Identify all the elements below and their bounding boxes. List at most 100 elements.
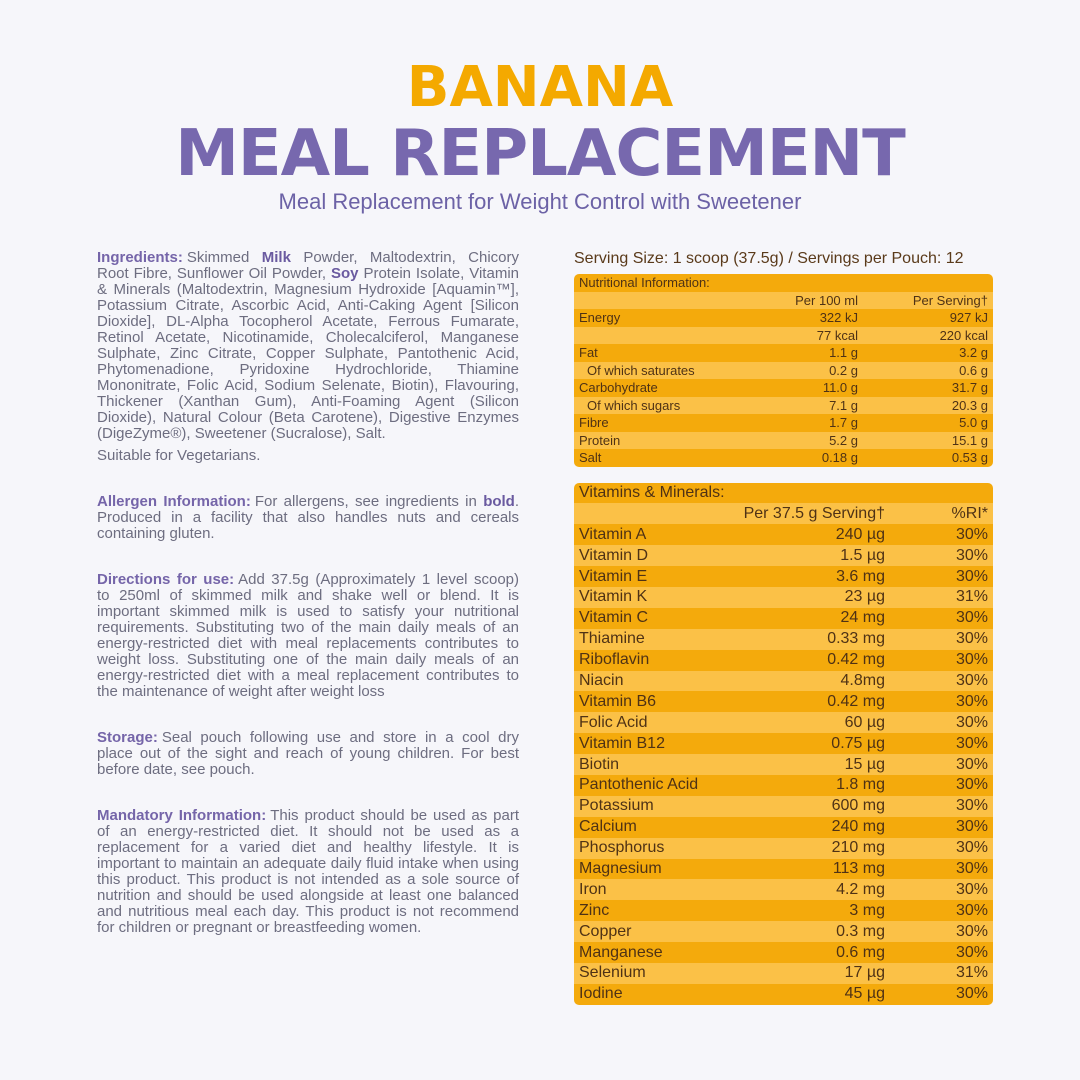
- table-row: Carbohydrate 11.0 g 31.7 g: [574, 379, 993, 397]
- cell: 20.3 g: [951, 397, 988, 413]
- cell: 3.2 g: [959, 345, 988, 361]
- table-row: Selenium 17 µg 31%: [574, 962, 993, 984]
- section-label: Directions for use:: [97, 571, 235, 588]
- cell: 30%: [955, 713, 988, 731]
- cell: 24 mg: [840, 609, 885, 627]
- cell: 30%: [955, 901, 988, 919]
- row-label: Vitamin B12: [579, 734, 665, 752]
- cell: 4.2 mg: [836, 880, 885, 898]
- section-label: Mandatory Information:: [97, 807, 267, 824]
- row-label: Niacin: [579, 671, 624, 689]
- row-label: Pantothenic Acid: [579, 776, 699, 794]
- row-label: Calcium: [579, 818, 637, 836]
- cell: 4.8mg: [840, 671, 885, 689]
- table-row: 77 kcal 220 kcal: [574, 326, 993, 344]
- section-text: Storage: Seal pouch following use and sto…: [97, 730, 519, 778]
- table-row: Vitamin E 3.6 mg 30%: [574, 566, 993, 587]
- cell: 0.6 g: [959, 362, 988, 378]
- nutrition-column: Serving Size: 1 scoop (37.5g) / Servings…: [574, 248, 993, 1005]
- cell: 3 mg: [849, 901, 885, 919]
- cell: 30%: [955, 818, 988, 836]
- cell: 17 µg: [844, 964, 885, 982]
- section: Storage: Seal pouch following use and sto…: [97, 730, 519, 778]
- section-label: Ingredients:: [97, 249, 183, 266]
- row-label: Vitamin B6: [579, 692, 657, 710]
- cell: 31%: [955, 588, 988, 606]
- row-label: Folic Acid: [579, 713, 648, 731]
- cell: 0.53 g: [951, 450, 988, 466]
- cell: 0.2 g: [829, 362, 858, 378]
- cell: 1.1 g: [829, 345, 858, 361]
- text: For allergens, see ingredients in: [254, 493, 484, 510]
- cell: 23 µg: [844, 588, 885, 606]
- row-label: Vitamin C: [579, 609, 649, 627]
- row-label: Iodine: [579, 985, 623, 1003]
- cell: 31.7 g: [951, 380, 988, 396]
- row-label: Fat: [579, 345, 598, 361]
- cell: 240 mg: [831, 818, 885, 836]
- table-row: Protein 5.2 g 15.1 g: [574, 431, 993, 449]
- section: Mandatory Information: This product shoul…: [97, 808, 519, 936]
- row-label: Copper: [579, 922, 632, 940]
- cell: 30%: [955, 609, 988, 627]
- column-header: Per 100 ml: [795, 292, 858, 308]
- cell: 60 µg: [844, 713, 885, 731]
- text: Seal pouch following use and store in a …: [97, 729, 519, 778]
- cell: 30%: [955, 546, 988, 564]
- table-row: Manganese 0.6 mg 30%: [574, 942, 993, 963]
- section: Directions for use: Add 37.5g (Approximat…: [97, 572, 519, 700]
- vitamins-table: Vitamins & Minerals: Per 37.5 g Serving†%…: [574, 482, 993, 1005]
- row-label: Riboflavin: [579, 651, 650, 669]
- cell: 927 kJ: [949, 310, 988, 326]
- table-row: Niacin 4.8mg 30%: [574, 670, 993, 692]
- cell: 30%: [955, 943, 988, 961]
- column-header: %RI*: [951, 504, 988, 522]
- bold-text: Soy: [331, 265, 359, 282]
- section: Ingredients: Skimmed Milk Powder, Maltode…: [97, 250, 519, 464]
- table-row: Zinc 3 mg 30%: [574, 900, 993, 922]
- cell: 220 kcal: [939, 327, 988, 343]
- row-label: Protein: [579, 432, 621, 448]
- cell: 3.6 mg: [836, 567, 885, 585]
- table-row: Energy 322 kJ 927 kJ: [574, 309, 993, 327]
- table-row: Fat 1.1 g 3.2 g: [574, 344, 993, 362]
- cell: 7.1 g: [829, 397, 858, 413]
- table-title: Nutritional Information:: [579, 275, 710, 291]
- cell: 0.6 mg: [836, 943, 885, 961]
- table-header-row: Per 37.5 g Serving† %RI*: [574, 503, 993, 525]
- text: Add 37.5g (Approximately 1 level scoop) …: [97, 571, 519, 700]
- note: Suitable for Vegetarians.: [97, 447, 261, 464]
- table-row: Calcium 240 mg 30%: [574, 816, 993, 838]
- row-label: Fibre: [579, 415, 609, 431]
- info-column: Ingredients: Skimmed Milk Powder, Maltode…: [97, 250, 519, 966]
- cell: 30%: [955, 859, 988, 877]
- table-title-row: Nutritional Information:: [574, 274, 993, 292]
- row-label: Of which saturates: [587, 362, 695, 378]
- table-row: Vitamin C 24 mg 30%: [574, 607, 993, 629]
- cell: 30%: [955, 839, 988, 857]
- table-row: Of which saturates 0.2 g 0.6 g: [574, 361, 993, 379]
- cell: 1.8 mg: [836, 776, 885, 794]
- cell: 30%: [955, 692, 988, 710]
- row-label: Phosphorus: [579, 839, 665, 857]
- cell: 31%: [955, 964, 988, 982]
- cell: 30%: [955, 630, 988, 648]
- table-row: Pantothenic Acid 1.8 mg 30%: [574, 774, 993, 796]
- section-label: Allergen Information:: [97, 493, 251, 510]
- nutrition-table: Nutritional Information: Per 100 ml Per Se…: [574, 274, 993, 467]
- cell: 5.2 g: [829, 432, 858, 448]
- table-row: Riboflavin 0.42 mg 30%: [574, 649, 993, 671]
- table-row: Copper 0.3 mg 30%: [574, 921, 993, 943]
- table-row: Salt 0.18 g 0.53 g: [574, 449, 993, 467]
- cell: 15.1 g: [951, 432, 988, 448]
- row-label: Of which sugars: [587, 397, 681, 413]
- row-label: Iron: [579, 880, 607, 898]
- table-row: Magnesium 113 mg 30%: [574, 858, 993, 880]
- cell: 210 mg: [831, 839, 885, 857]
- cell: 30%: [955, 776, 988, 794]
- cell: 322 kJ: [819, 310, 858, 326]
- table-row: Iodine 45 µg 30%: [574, 983, 993, 1005]
- row-label: Salt: [579, 450, 602, 466]
- row-label: Energy: [579, 310, 621, 326]
